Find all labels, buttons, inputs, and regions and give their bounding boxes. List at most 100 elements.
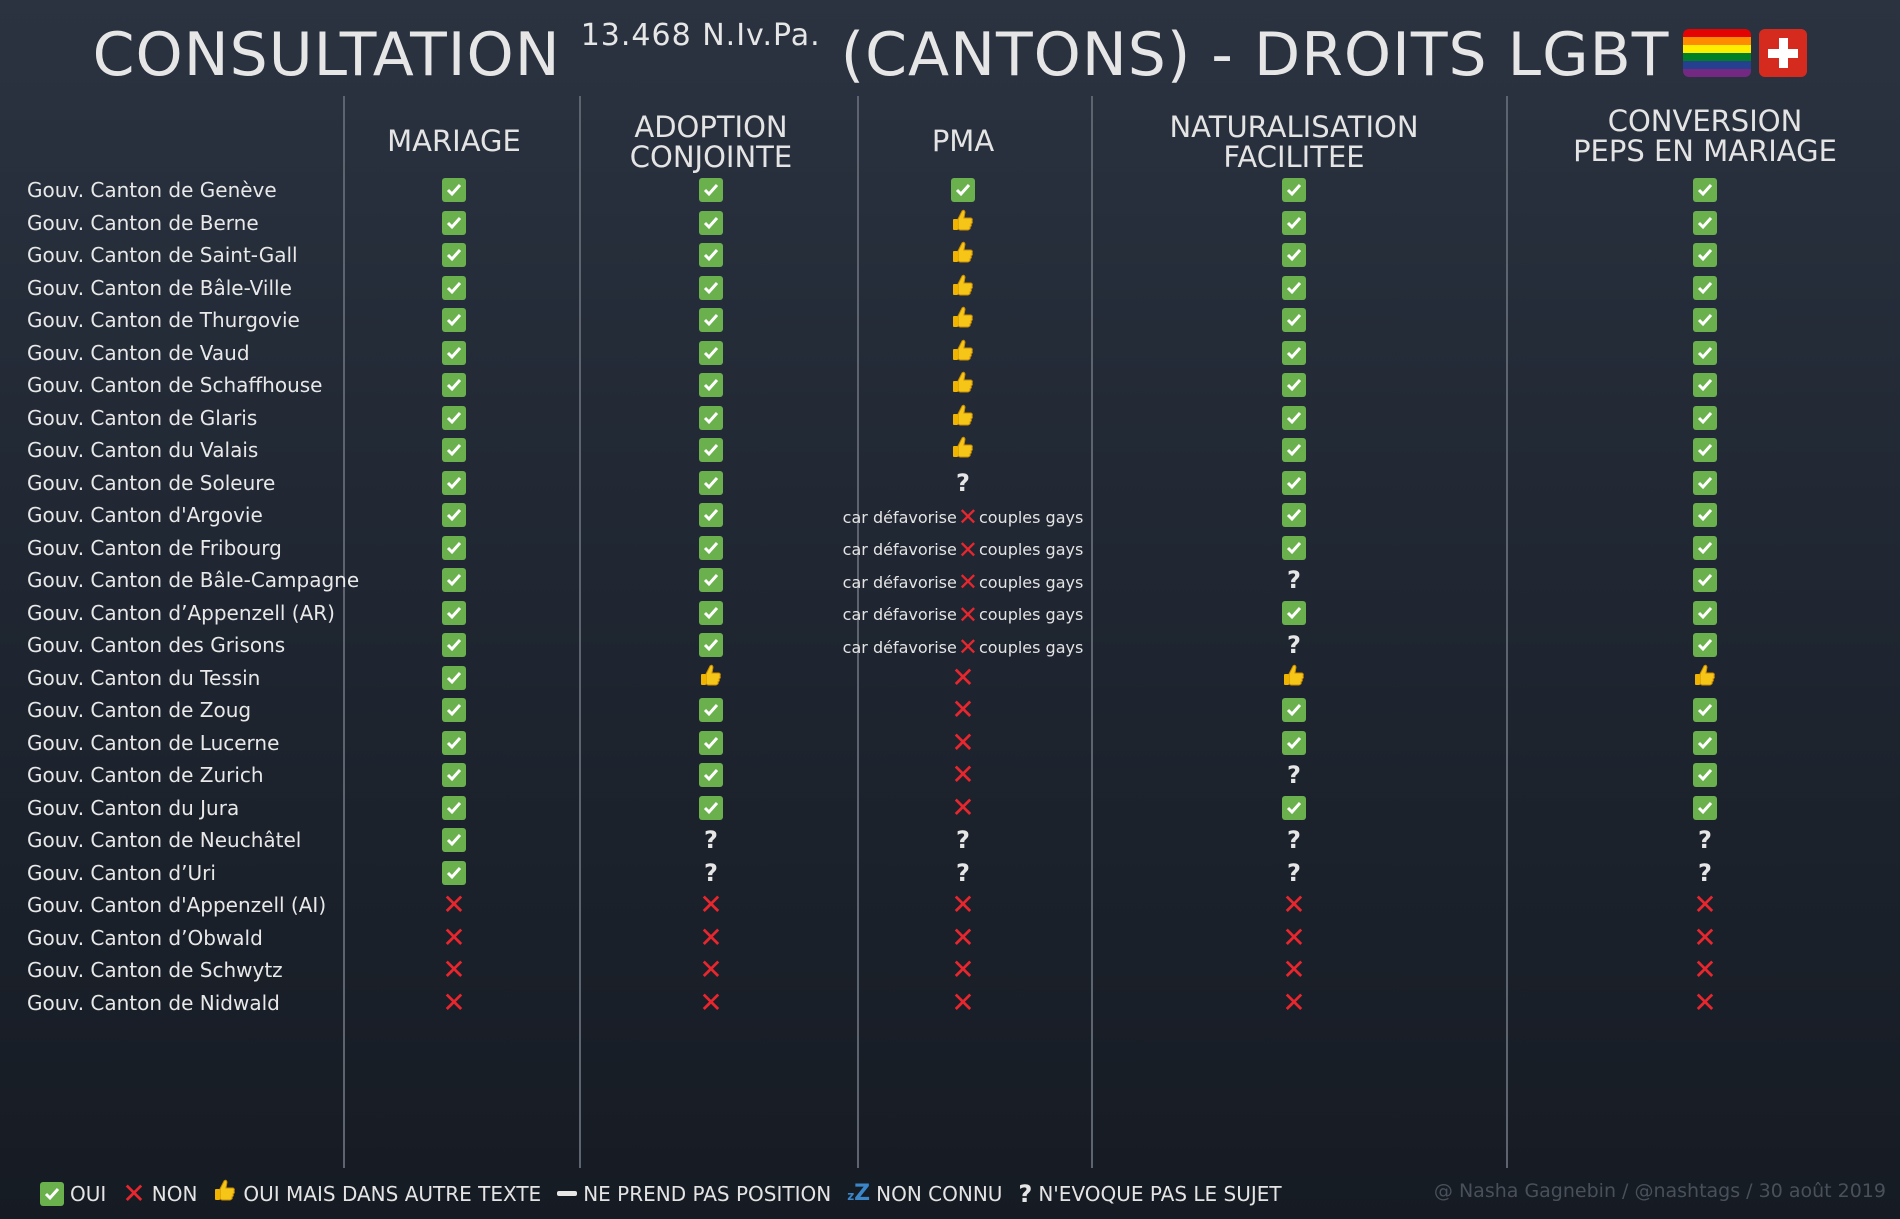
- check-icon: [1693, 340, 1717, 365]
- cross-icon: ✕: [699, 920, 723, 954]
- check-icon: [442, 633, 466, 657]
- cross-icon: ✕: [951, 953, 975, 986]
- status-cell-oui_autre: [943, 305, 983, 335]
- status-cell-oui: [434, 728, 474, 758]
- status-cell-pas_sujet: ?: [691, 858, 731, 888]
- status-cell-oui: [434, 240, 474, 270]
- status-cell-non: ✕: [434, 923, 474, 953]
- status-cell-oui: [434, 175, 474, 205]
- status-cell-pas_sujet: ?: [691, 825, 731, 855]
- check-icon: [699, 470, 723, 495]
- question-icon: ?: [1287, 566, 1301, 594]
- thumbs-up-icon: [951, 305, 975, 335]
- status-cell-oui: [943, 175, 983, 205]
- status-cell-oui: [1685, 208, 1725, 238]
- check-icon: [1693, 503, 1717, 527]
- status-cell-pas_sujet: ?: [943, 858, 983, 888]
- cross-icon: ✕: [951, 758, 975, 791]
- check-icon: [1693, 763, 1717, 787]
- status-cell-oui: [691, 338, 731, 368]
- status-cell-non: ✕: [1685, 955, 1725, 985]
- question-icon: ?: [1287, 761, 1301, 789]
- canton-label: Gouv. Canton du Valais: [27, 438, 259, 462]
- status-cell-oui_autre: [943, 208, 983, 238]
- check-icon: [442, 405, 466, 430]
- check-icon: [1282, 503, 1306, 527]
- status-cell-oui: [691, 273, 731, 303]
- canton-label: Gouv. Canton de Soleure: [27, 470, 276, 495]
- status-cell-oui_autre: [943, 370, 983, 400]
- status-cell-non: ✕: [943, 793, 983, 823]
- note-prefix: car défavorise: [842, 605, 957, 624]
- column-header: CONVERSION PEPS EN MARIAGE: [1573, 104, 1837, 168]
- swiss-flag-icon: [1759, 29, 1808, 77]
- canton-label: Gouv. Canton de Bâle-Campagne: [27, 568, 360, 592]
- check-icon: [442, 730, 466, 755]
- cross-icon: ✕: [951, 693, 975, 726]
- status-cell-oui: [1685, 728, 1725, 758]
- cross-icon: ✕: [1282, 920, 1306, 954]
- cross-icon: ✕: [957, 600, 978, 629]
- note-prefix: car défavorise: [842, 572, 957, 592]
- column-divider: [857, 96, 859, 1168]
- status-cell-oui: [1685, 403, 1725, 433]
- status-cell-oui: [1685, 793, 1725, 823]
- status-cell-oui: [1685, 468, 1725, 498]
- status-cell-oui: [691, 793, 731, 823]
- column-header: MARIAGE: [387, 124, 521, 158]
- status-cell-oui: [1685, 630, 1725, 660]
- cross-icon: ✕: [122, 1176, 146, 1210]
- canton-label: Gouv. Canton de Nidwald: [27, 990, 280, 1015]
- check-icon: [1693, 470, 1717, 495]
- cross-icon: ✕: [699, 953, 723, 986]
- status-cell-oui: [1274, 305, 1314, 335]
- check-icon: [1282, 210, 1306, 235]
- status-cell-oui: [691, 630, 731, 660]
- status-cell-oui_autre: [691, 663, 731, 693]
- status-cell-oui: [1685, 533, 1725, 563]
- check-icon: [442, 535, 466, 560]
- status-cell-oui: [1685, 338, 1725, 368]
- note-prefix: car défavorise: [842, 507, 957, 527]
- status-cell-non: ✕: [691, 923, 731, 953]
- status-cell-non: ✕: [1685, 890, 1725, 920]
- check-icon: [1282, 535, 1306, 560]
- status-cell-oui: [1685, 695, 1725, 725]
- credit: @ Nasha Gagnebin / @nashtags / 30 août 2…: [1433, 1180, 1886, 1202]
- status-cell-oui: [1274, 208, 1314, 238]
- cross-icon: ✕: [951, 660, 975, 694]
- cross-icon: ✕: [1282, 953, 1306, 986]
- check-icon: [1693, 535, 1717, 560]
- check-icon: [442, 340, 466, 365]
- status-cell-pas_sujet: ?: [1274, 858, 1314, 888]
- status-cell-oui: [1274, 273, 1314, 303]
- status-cell-pas_sujet: ?: [943, 468, 983, 498]
- status-cell-oui: [434, 825, 474, 855]
- canton-label: Gouv. Canton de Thurgovie: [27, 308, 300, 332]
- cross-icon: ✕: [1693, 953, 1717, 986]
- title-sup: 13.468 N.Iv.Pa.: [580, 18, 821, 53]
- status-cell-oui: [1274, 338, 1314, 368]
- thumbs-up-icon: [213, 1178, 237, 1209]
- pma-note-cell: car défavorise ✕ couples gays: [843, 538, 1084, 562]
- legend-label: OUI: [70, 1181, 107, 1206]
- cross-icon: ✕: [951, 985, 975, 1019]
- status-cell-pas_sujet: ?: [1274, 630, 1314, 660]
- check-icon: [1282, 275, 1306, 300]
- check-icon: [442, 763, 466, 787]
- cross-icon: ✕: [951, 790, 975, 824]
- status-cell-non: ✕: [434, 955, 474, 985]
- legend-label: N'EVOQUE PAS LE SUJET: [1038, 1181, 1282, 1206]
- check-icon: [1282, 308, 1306, 332]
- status-cell-oui: [1274, 598, 1314, 628]
- check-icon: [1693, 633, 1717, 657]
- check-icon: [699, 210, 723, 235]
- status-cell-oui: [1274, 793, 1314, 823]
- column-header: PMA: [931, 124, 995, 158]
- check-icon: [1693, 438, 1717, 462]
- check-icon: [1282, 470, 1306, 495]
- canton-label: Gouv. Canton de Fribourg: [27, 535, 282, 560]
- check-icon: [699, 535, 723, 560]
- pma-note-cell: car défavorise ✕ couples gays: [843, 505, 1084, 529]
- status-cell-oui: [434, 403, 474, 433]
